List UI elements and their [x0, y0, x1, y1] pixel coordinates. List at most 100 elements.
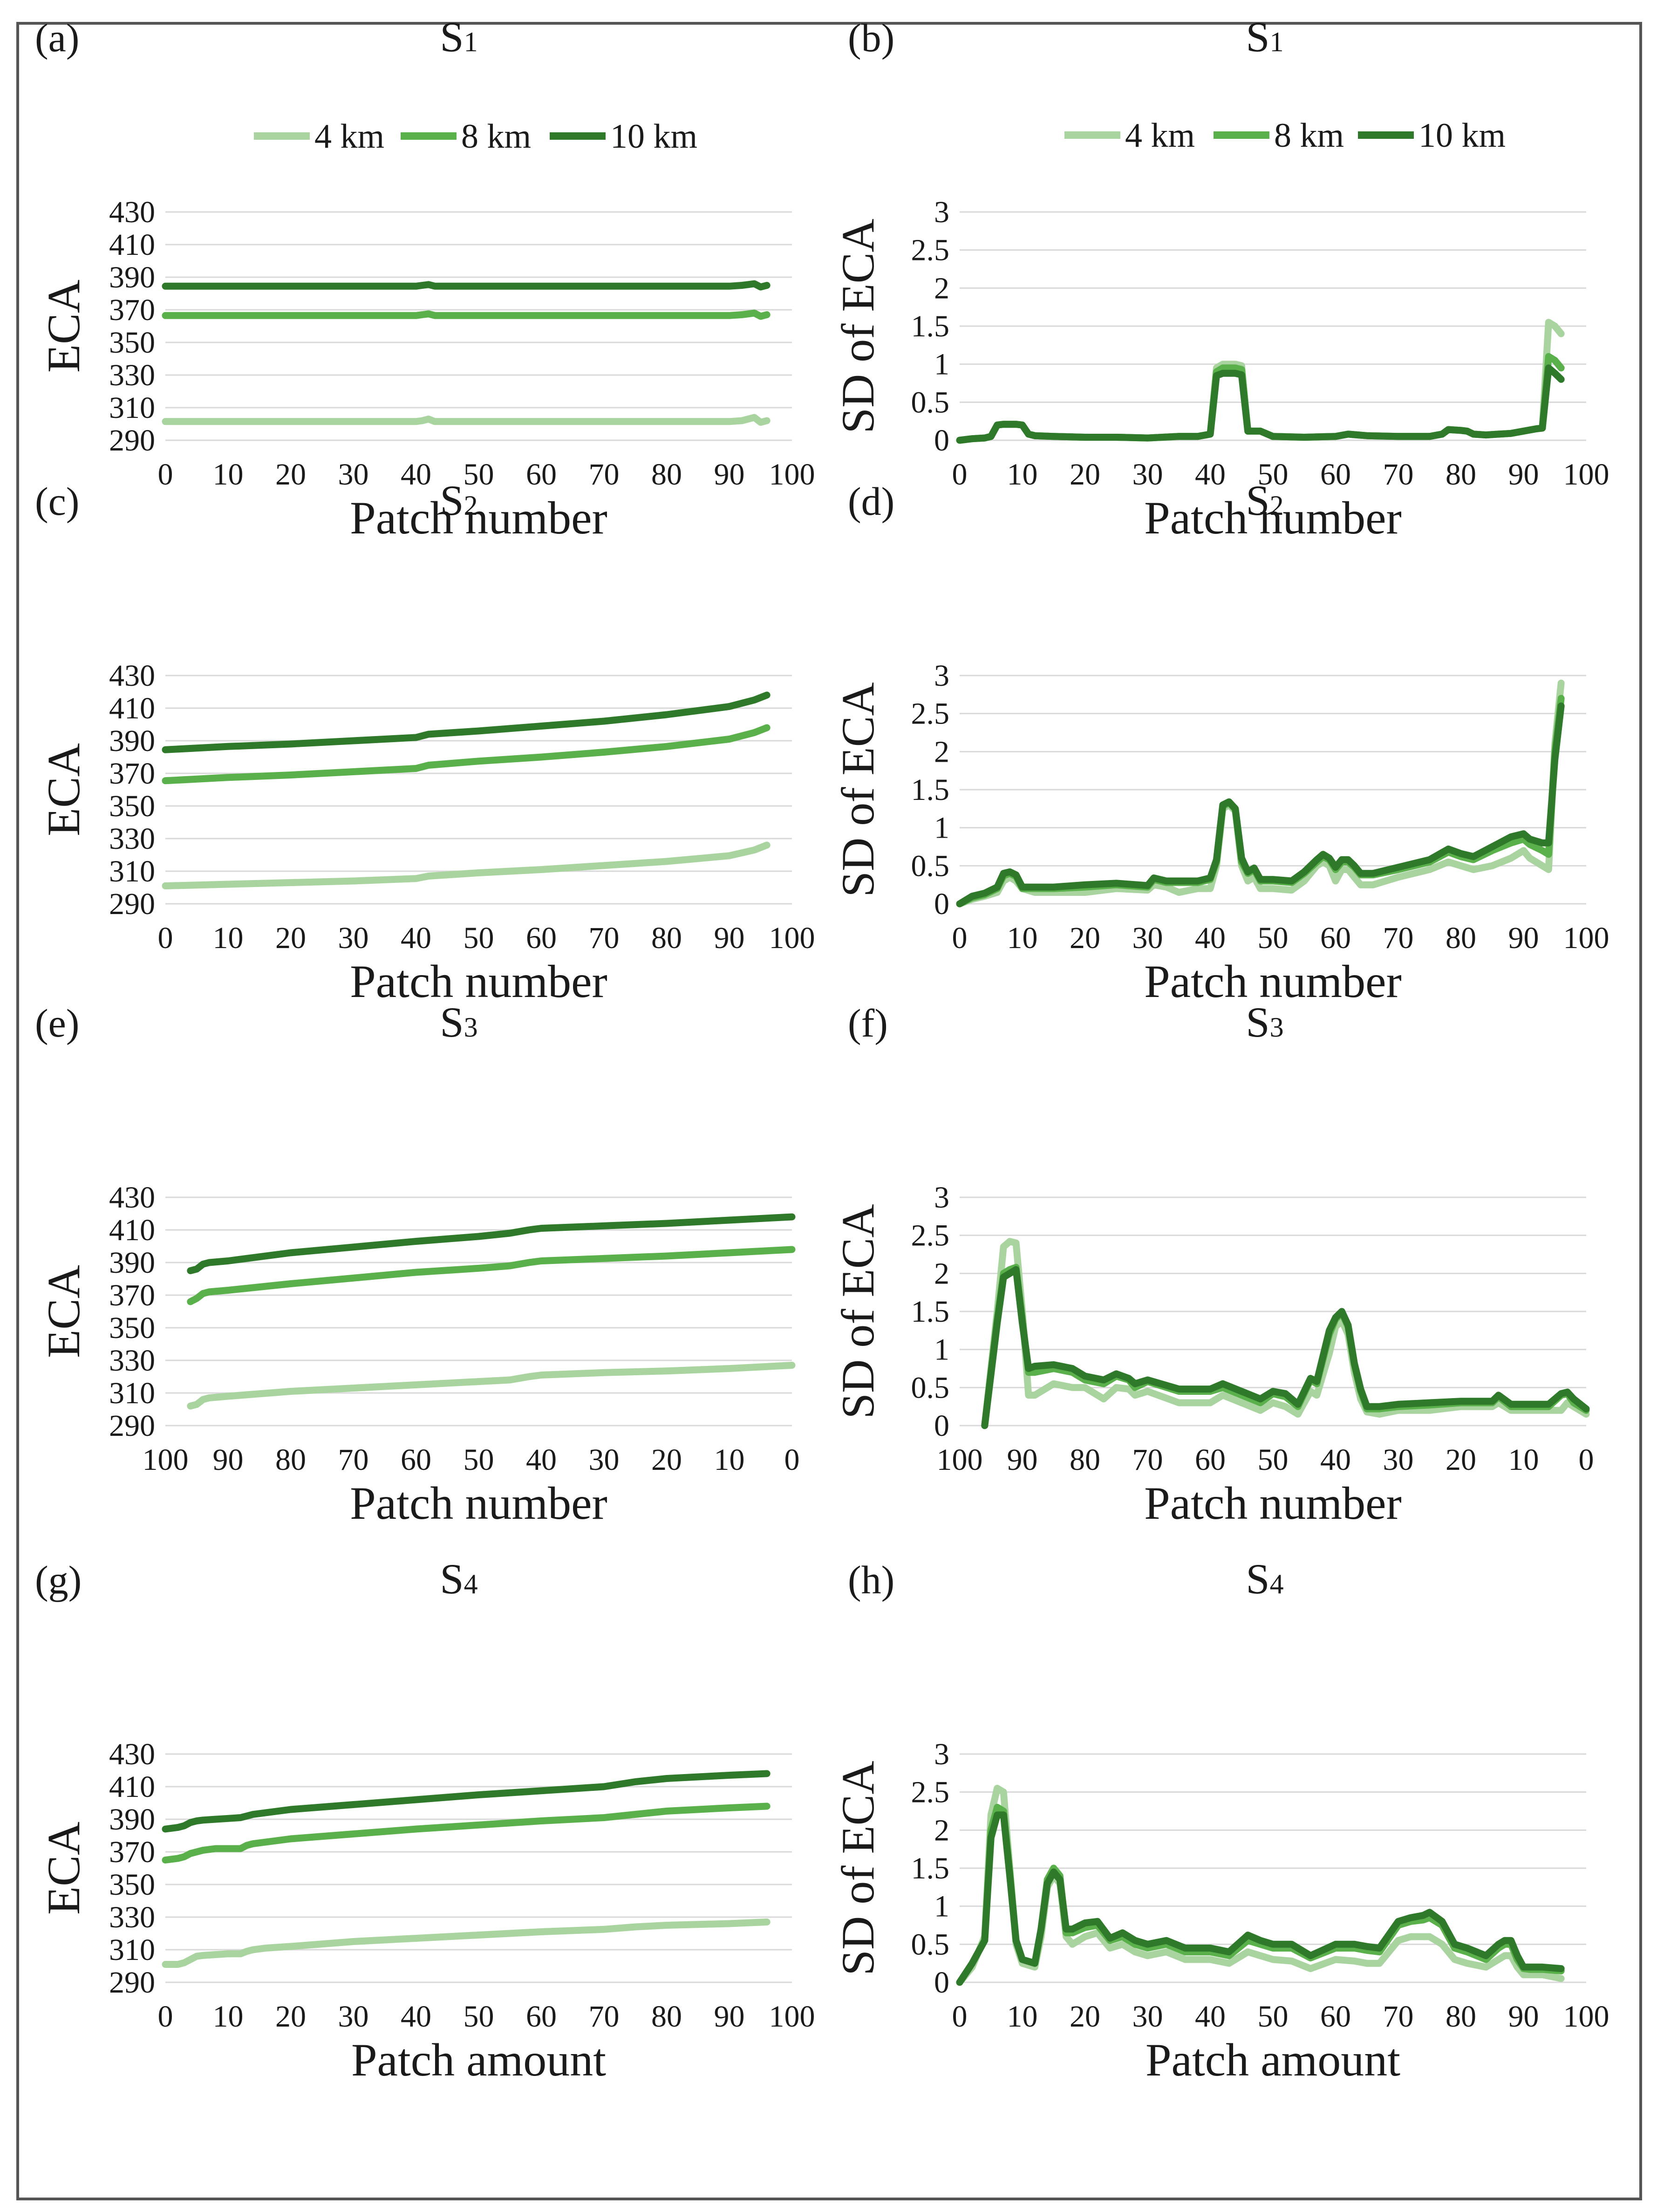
- legend-copy-label-8km: 8 km: [1274, 116, 1344, 155]
- chart-c-ytick-label: 330: [109, 822, 155, 856]
- chart-b-xtick-label: 60: [1320, 457, 1351, 492]
- chart-a-xtick-label: 80: [651, 457, 682, 492]
- chart-e-title-main: S: [440, 998, 464, 1046]
- chart-g-xtick-label: 0: [158, 2000, 173, 2034]
- chart-c-ytick-label: 370: [109, 757, 155, 791]
- chart-g-series-4km: [162, 1918, 771, 1968]
- chart-f-ytick-label: 1.5: [911, 1295, 950, 1329]
- chart-h-xtick-label: 0: [952, 2000, 968, 2034]
- chart-e-xtick-label: 30: [589, 1443, 620, 1477]
- chart-d-xtick-label: 50: [1258, 921, 1289, 955]
- chart-d-ytick-label: 2.5: [911, 697, 950, 731]
- chart-f-title: S3: [1246, 998, 1283, 1046]
- chart-d-xtick-label: 30: [1132, 921, 1163, 955]
- chart-d-xtick-label: 10: [1007, 921, 1038, 955]
- chart-a-xtick-label: 30: [338, 457, 369, 492]
- chart-g-xtick-label: 80: [651, 2000, 682, 2034]
- chart-a-series-10km: [162, 280, 771, 291]
- legend-label-4km: 4 km: [314, 117, 384, 156]
- chart-h-ytick-label: 2: [934, 1813, 949, 1847]
- chart-e-title-sub: 3: [464, 1012, 478, 1043]
- chart-g-ylabel: ECA: [38, 1822, 89, 1915]
- chart-h-panel-label: (h): [848, 1557, 894, 1602]
- chart-d-title-sub: 2: [1270, 490, 1284, 521]
- chart-e-xtick-label: 50: [464, 1443, 494, 1477]
- chart-h-xtick-label: 20: [1070, 2000, 1100, 2034]
- chart-g-xtick-label: 90: [714, 2000, 745, 2034]
- chart-c-xtick-label: 0: [158, 921, 173, 955]
- chart-g-title: S4: [440, 1555, 477, 1603]
- chart-a-series-4km: [162, 414, 771, 426]
- chart-f-xtick-label: 40: [1320, 1443, 1351, 1477]
- legend-entry-8km: 8 km: [401, 117, 531, 156]
- chart-b-ytick-label: 1: [934, 348, 949, 382]
- chart-e-ytick-label: 430: [109, 1181, 155, 1215]
- chart-f-series-4km: [981, 1238, 1590, 1429]
- chart-h-xtick-label: 30: [1132, 2000, 1163, 2034]
- chart-g-xtick-label: 10: [213, 2000, 244, 2034]
- chart-d-ytick-label: 0.5: [911, 849, 950, 883]
- chart-h-title-main: S: [1246, 1555, 1269, 1603]
- chart-f-xtick-label: 10: [1508, 1443, 1539, 1477]
- legend-entry-10km: 10 km: [550, 117, 697, 156]
- chart-a-ylabel: ECA: [38, 280, 89, 373]
- legend-entry-4km: 4 km: [254, 117, 384, 156]
- chart-g-panel-label: (g): [35, 1557, 82, 1602]
- chart-g-series-8km: [162, 1802, 771, 1864]
- chart-c-xtick-label: 30: [338, 921, 369, 955]
- chart-e-xtick-label: 70: [338, 1443, 369, 1477]
- chart-b-xtick-label: 10: [1007, 457, 1038, 492]
- chart-b-xtick-label: 20: [1070, 457, 1100, 492]
- chart-b-xlabel: Patch number: [1144, 492, 1402, 544]
- chart-h: (h) S4 3 2.5 2 1.5 10.5 00 10 20 30 40 50 60 70 80 90 100…: [832, 1555, 1609, 2086]
- chart-h-xtick-label: 50: [1258, 2000, 1289, 2034]
- chart-f-ytick-label: 3: [934, 1181, 949, 1215]
- chart-e-ytick-label: 330: [109, 1344, 155, 1378]
- chart-d-ylabel: SD of ECA: [832, 682, 884, 897]
- chart-h-xtick-label: 70: [1383, 2000, 1414, 2034]
- chart-c-xlabel: Patch number: [350, 956, 607, 1007]
- chart-b-ytick-label: 1.5: [911, 309, 950, 343]
- chart-h-series-4km: [956, 1785, 1565, 1986]
- chart-h-title-sub: 4: [1270, 1569, 1284, 1599]
- chart-b-xtick-label: 100: [1563, 457, 1609, 492]
- chart-h-ytick-label: 3: [934, 1737, 949, 1771]
- chart-b-ytick-label: 0: [934, 423, 949, 457]
- chart-c-title: S2: [440, 477, 477, 524]
- chart-f-xtick-label: 90: [1007, 1443, 1038, 1477]
- chart-g-xtick-label: 50: [464, 2000, 494, 2034]
- chart-f-title-sub: 3: [1270, 1012, 1284, 1043]
- chart-c-series-8km: [162, 724, 771, 785]
- chart-g-ytick-label: 430: [109, 1737, 155, 1771]
- chart-f-xtick-label: 60: [1195, 1443, 1226, 1477]
- chart-f-panel-label: (f): [848, 1001, 888, 1045]
- chart-g-ytick-label: 370: [109, 1835, 155, 1869]
- chart-d-ytick-label: 1: [934, 811, 949, 845]
- chart-g-ytick-label: 390: [109, 1802, 155, 1837]
- chart-g-xtick-label: 40: [401, 2000, 431, 2034]
- chart-f-ytick-label: 0.5: [911, 1371, 950, 1405]
- chart-a-xlabel: Patch number: [350, 492, 607, 544]
- chart-a-panel-label: (a): [35, 15, 79, 60]
- chart-c-xtick-label: 90: [714, 921, 745, 955]
- legend-label-10km: 10 km: [610, 117, 697, 156]
- chart-h-xtick-label: 60: [1320, 2000, 1351, 2034]
- chart-h-xlabel: Patch amount: [1146, 2034, 1400, 2086]
- chart-d-xtick-label: 70: [1383, 921, 1414, 955]
- chart-e-xtick-label: 20: [651, 1443, 682, 1477]
- chart-a-title: S1: [440, 13, 477, 61]
- chart-b-xtick-label: 80: [1446, 457, 1476, 492]
- chart-h-ytick-label: 0.5: [911, 1927, 950, 1961]
- chart-e-ytick-label: 370: [109, 1278, 155, 1312]
- chart-e-ytick-label: 310: [109, 1376, 155, 1410]
- legend-copy-label-4km: 4 km: [1125, 116, 1195, 155]
- chart-b-ytick-label: 2: [934, 271, 949, 305]
- chart-b-xtick-label: 30: [1132, 457, 1163, 492]
- chart-d-ytick-label: 1.5: [911, 773, 950, 807]
